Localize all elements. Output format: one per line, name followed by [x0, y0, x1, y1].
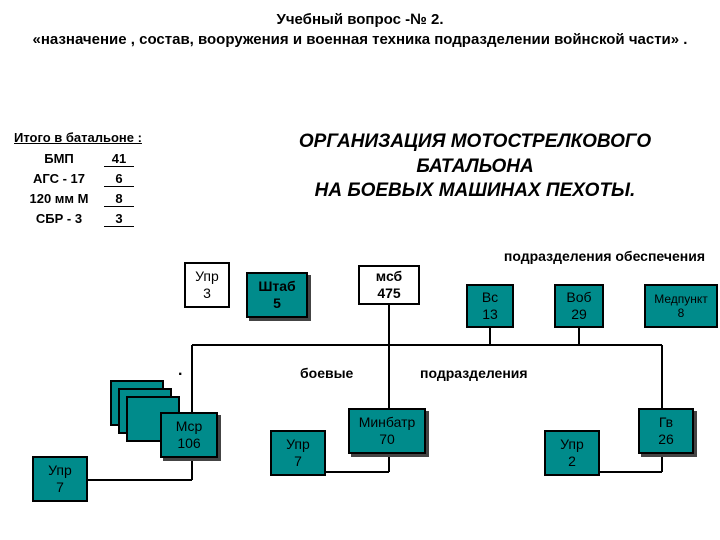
box-upr7b: Упр7 [270, 430, 326, 476]
totals-header: Итого в батальоне : [14, 130, 142, 145]
box-minbatr: Минбатр70 [348, 408, 426, 454]
totals-row: СБР - 33 [14, 211, 142, 227]
box-gv: Гв26 [638, 408, 694, 454]
box-msb: мсб475 [358, 265, 420, 305]
org-title: ОРГАНИЗАЦИЯ МОТОСТРЕЛКОВОГО БАТАЛЬОНАНА … [240, 130, 710, 204]
totals-row: АГС - 176 [14, 171, 142, 187]
divisions-label: подразделения [420, 365, 528, 381]
page-title: Учебный вопрос -№ 2. «назначение , соста… [0, 0, 720, 49]
box-med: Медпункт8 [644, 284, 718, 328]
box-upr7a: Упр7 [32, 456, 88, 502]
box-upr3: Упр3 [184, 262, 230, 308]
box-vob: Воб29 [554, 284, 604, 328]
combat-label: боевые [300, 365, 353, 381]
support-label: подразделения обеспечения [504, 248, 705, 264]
totals-row: 120 мм М8 [14, 191, 142, 207]
title-line1: Учебный вопрос -№ 2. [20, 10, 700, 30]
totals-table: Итого в батальоне : БМП41 АГС - 176 120 … [14, 130, 142, 231]
title-line2: «назначение , состав, вооружения и военн… [20, 30, 700, 50]
box-upr2: Упр2 [544, 430, 600, 476]
box-vs: Вс13 [466, 284, 514, 328]
box-shtab: Штаб5 [246, 272, 308, 318]
box-msr: Мср106 [160, 412, 218, 458]
totals-row: БМП41 [14, 151, 142, 167]
